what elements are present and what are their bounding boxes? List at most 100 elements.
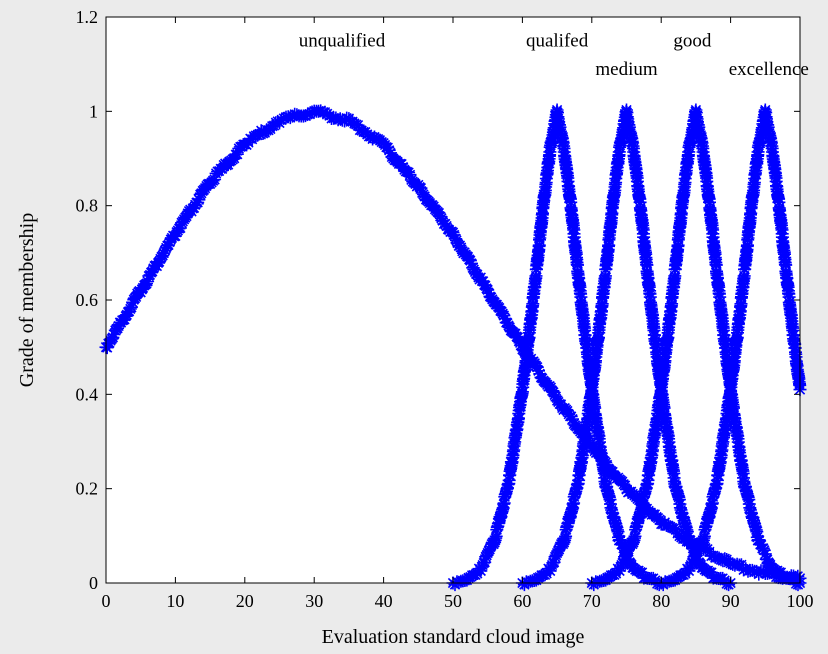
x-tick-label: 50 — [444, 591, 462, 611]
data-point — [230, 147, 244, 161]
series-layer — [99, 103, 807, 592]
data-point — [606, 465, 620, 479]
annotation-label: qualifed — [526, 31, 589, 52]
data-point — [614, 533, 628, 547]
annotation-label: good — [673, 31, 712, 52]
annotation-label: medium — [595, 59, 657, 80]
data-point — [173, 221, 187, 235]
data-point — [403, 168, 417, 182]
data-point — [384, 146, 397, 160]
data-point — [120, 308, 134, 322]
data-point — [757, 543, 771, 557]
data-point — [618, 479, 632, 492]
data-point — [481, 283, 495, 297]
data-point — [351, 118, 365, 132]
data-point — [156, 249, 170, 262]
x-tick-label: 30 — [305, 591, 323, 611]
data-point — [141, 275, 155, 288]
data-point — [500, 316, 514, 330]
data-point — [691, 542, 705, 556]
annotations-layer: unqualified qualifed good medium excellence — [299, 31, 809, 80]
data-point — [560, 404, 574, 418]
data-point — [613, 564, 627, 578]
data-point — [152, 255, 166, 269]
data-point — [617, 555, 630, 569]
data-point — [107, 327, 121, 341]
data-point — [552, 542, 566, 556]
data-point — [745, 563, 759, 577]
data-point — [549, 390, 563, 404]
data-point — [483, 542, 497, 556]
data-point — [474, 564, 488, 578]
data-point — [478, 279, 492, 293]
data-point — [474, 271, 488, 284]
data-point — [503, 320, 517, 334]
data-point — [100, 341, 114, 355]
data-point — [440, 219, 454, 233]
x-tick-label: 90 — [722, 591, 740, 611]
data-point — [480, 548, 494, 562]
data-point — [427, 200, 441, 214]
data-point — [134, 285, 148, 299]
data-point — [528, 356, 542, 370]
y-tick-label: 0.4 — [76, 384, 99, 404]
data-point — [532, 364, 545, 378]
x-tick-label: 70 — [583, 591, 601, 611]
annotation-label: unqualified — [299, 31, 386, 52]
data-point — [158, 244, 172, 257]
y-tick-label: 0.8 — [76, 196, 99, 216]
x-tick-label: 20 — [236, 591, 254, 611]
data-point — [758, 547, 772, 561]
data-point — [162, 238, 175, 252]
data-point — [683, 533, 697, 547]
data-point — [465, 256, 478, 270]
x-tick-label: 60 — [513, 591, 531, 611]
data-point — [418, 189, 432, 203]
data-point — [476, 274, 490, 288]
data-point — [145, 265, 159, 278]
data-point — [498, 312, 512, 326]
data-point — [118, 312, 131, 326]
data-point — [774, 566, 788, 579]
data-point — [492, 301, 506, 315]
x-tick-label: 80 — [652, 591, 670, 611]
series-3 — [515, 103, 738, 592]
data-point — [381, 141, 395, 155]
data-point — [191, 195, 205, 209]
data-point — [463, 254, 477, 268]
data-point — [653, 513, 667, 527]
data-point — [530, 360, 544, 374]
data-point — [414, 181, 428, 195]
data-point — [150, 259, 164, 273]
data-point — [549, 548, 563, 562]
x-tick-label: 40 — [375, 591, 393, 611]
data-point — [432, 206, 446, 220]
data-point — [157, 246, 171, 260]
data-point — [686, 555, 700, 569]
data-point — [688, 548, 702, 562]
data-point — [682, 564, 696, 578]
data-point — [461, 250, 475, 264]
data-point — [103, 336, 116, 350]
data-point — [533, 367, 547, 381]
y-tick-label: 1 — [89, 101, 98, 121]
data-point — [752, 533, 766, 547]
x-tick-label: 10 — [166, 591, 184, 611]
data-point — [192, 193, 206, 207]
series-5 — [654, 103, 807, 592]
data-point — [619, 548, 632, 562]
data-point — [163, 235, 177, 249]
data-point — [566, 412, 579, 426]
data-point — [180, 209, 194, 223]
data-point — [564, 410, 578, 423]
x-axis-label: Evaluation standard cloud image — [322, 626, 585, 648]
data-point — [635, 566, 649, 579]
data-point — [187, 201, 201, 215]
data-point — [547, 555, 561, 569]
data-point — [208, 173, 222, 186]
data-point — [482, 286, 496, 300]
data-point — [450, 234, 463, 247]
data-point — [685, 538, 699, 552]
y-axis-label: Grade of membership — [16, 213, 38, 387]
